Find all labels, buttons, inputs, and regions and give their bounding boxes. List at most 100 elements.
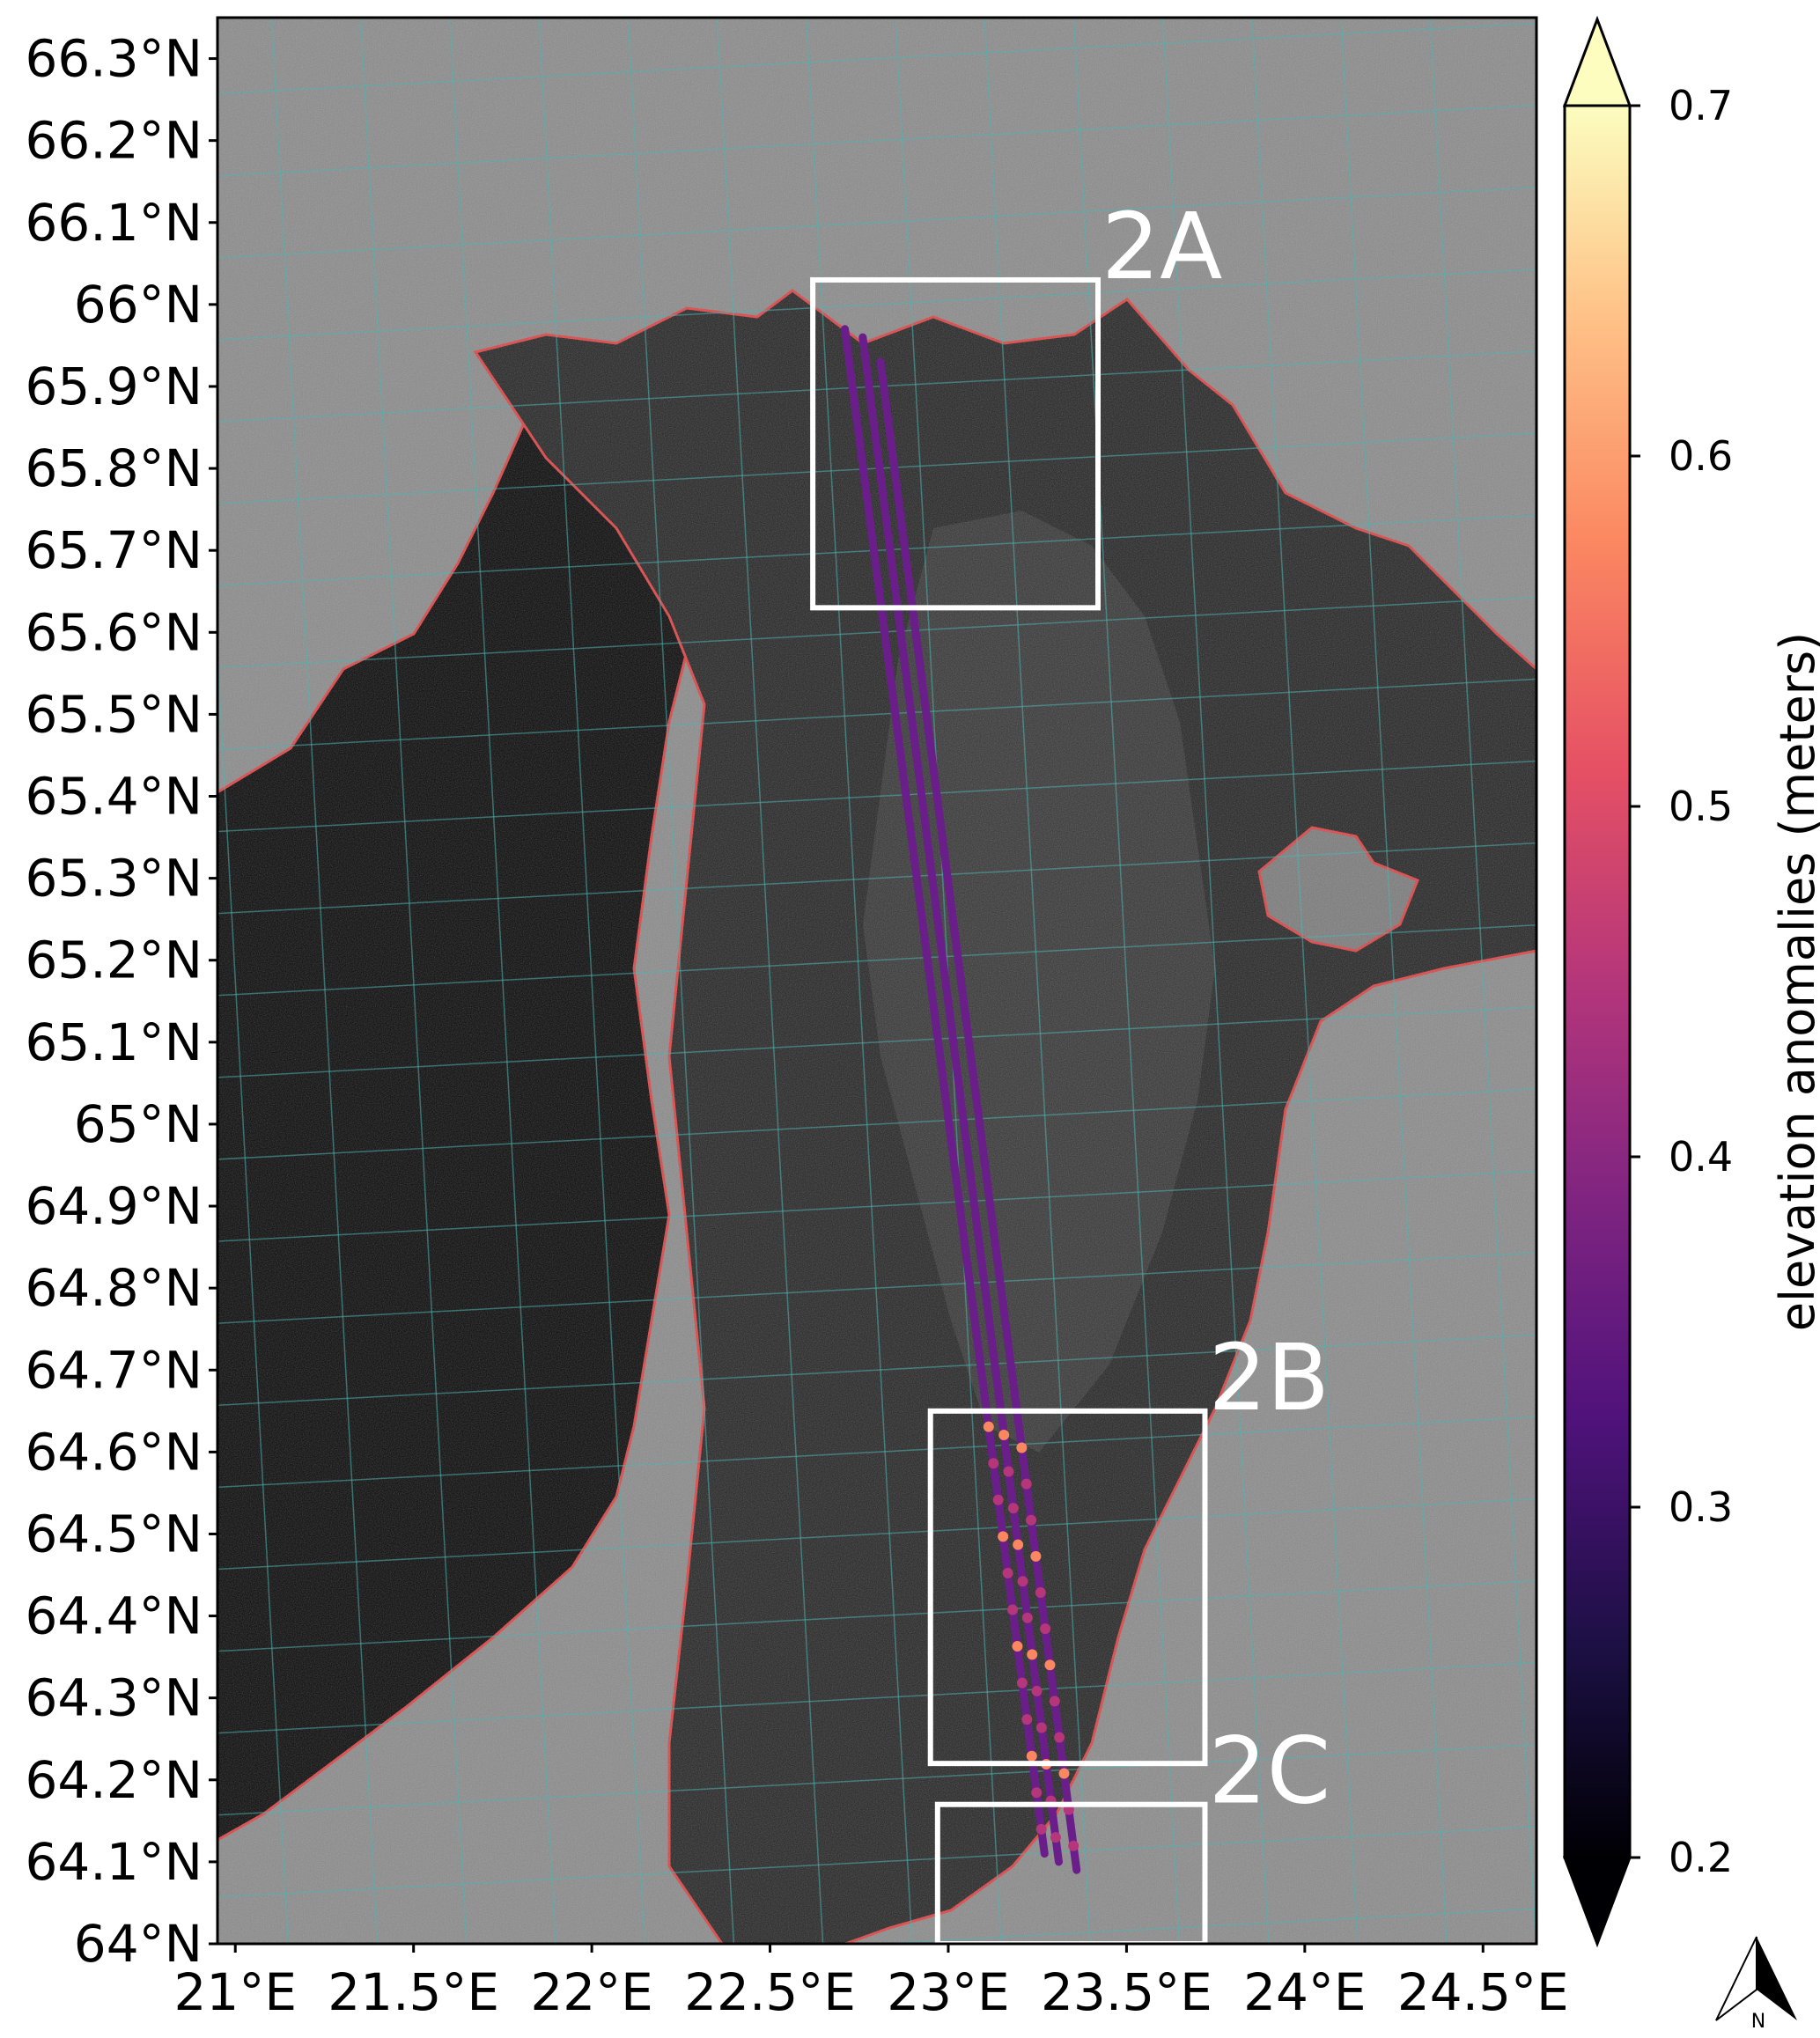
study-box-2c (934, 1801, 1208, 1944)
lat-tick-label: 64.1°N (25, 1832, 203, 1892)
graticule-parallel (217, 1088, 1536, 1160)
graticule-parallel (217, 104, 1536, 177)
graticule-parallel (217, 0, 1536, 11)
graticule-meridian (270, 18, 379, 1944)
altimetry-tracks (841, 325, 1081, 1874)
lat-tick-label: 64.8°N (25, 1258, 203, 1318)
lon-tick-label: 24°E (1243, 1962, 1366, 2022)
track-anomaly-point (1026, 1750, 1037, 1762)
graticule-parallel (217, 1006, 1536, 1078)
graticule-meridian (1251, 18, 1359, 1944)
lat-tick-label: 66°N (74, 275, 203, 335)
lon-tick-label: 21.5°E (328, 1962, 499, 2022)
track-anomaly-point (1002, 1567, 1013, 1578)
lat-tick-label: 66.1°N (25, 193, 203, 253)
lat-tick-label: 65.7°N (25, 520, 203, 580)
study-box-2a (810, 276, 1102, 611)
lat-tick-label: 64.4°N (25, 1586, 203, 1646)
graticule-meridian (538, 18, 645, 1944)
north-arrow-icon: N (1715, 1936, 1797, 2033)
colorbar-tick-label: 0.7 (1669, 82, 1733, 129)
graticule-parallel (217, 1334, 1536, 1407)
graticule-parallel (217, 1416, 1536, 1489)
lon-tick-label: 22°E (530, 1962, 652, 2022)
track-anomaly-point (1007, 1604, 1019, 1615)
graticule-meridian (806, 18, 913, 1944)
track-anomaly-point (1068, 1840, 1079, 1851)
graticule-meridian (1429, 18, 1536, 1944)
track-anomaly-point (998, 1531, 1009, 1542)
texture (217, 18, 1536, 1944)
track-anomaly-point (1021, 1612, 1033, 1623)
track-anomaly-point (1058, 1768, 1070, 1779)
graticule-meridian (984, 18, 1091, 1944)
lat-tick-label: 66.3°N (25, 29, 203, 89)
lat-tick-label: 65.9°N (25, 357, 203, 416)
lat-tick-label: 64°N (74, 1914, 203, 1974)
track-anomaly-point (1013, 1539, 1024, 1550)
lon-tick-label: 22.5°E (684, 1962, 856, 2022)
lon-tick-label: 23°E (887, 1962, 1009, 2022)
graticule-parallel (217, 1170, 1536, 1242)
track-anomaly-point (1035, 1823, 1047, 1835)
graticule-parallel (217, 1579, 1536, 1652)
lat-tick-label: 66.2°N (25, 111, 203, 171)
track-anomaly-point (1016, 1442, 1028, 1453)
graticule-parallel (217, 1661, 1536, 1734)
lat-tick-label: 65.2°N (25, 931, 203, 990)
lat-tick-label: 65.5°N (25, 684, 203, 744)
graticule-meridian (1072, 18, 1181, 1944)
track-anomaly-point (1050, 1832, 1061, 1843)
lon-tick-label: 23.5°E (1041, 1962, 1212, 2022)
track-anomaly-point (1016, 1677, 1028, 1689)
track-anomaly-point (1040, 1623, 1051, 1635)
track-anomaly-point (1012, 1641, 1023, 1652)
track-anomaly-point (1027, 1649, 1038, 1660)
graticule-parallel (217, 1252, 1536, 1324)
graticule-parallel (217, 678, 1536, 751)
north-arrow-label: N (1751, 2011, 1765, 2033)
graticule-parallel (217, 842, 1536, 915)
lat-tick-label: 64.6°N (25, 1422, 203, 1482)
study-box-2b (927, 1408, 1208, 1767)
colorbar-extend-min (1562, 1856, 1632, 1948)
longitude-axis: 21°E 21.5°E 22°E 22.5°E 23°E 23.5°E 24°E 24.5°E (174, 1944, 1569, 2022)
lon-tick-label: 21°E (174, 1962, 297, 2022)
track-anomaly-point (983, 1421, 994, 1432)
lat-tick-label: 64.3°N (25, 1668, 203, 1728)
graticule-parallel (217, 1497, 1536, 1571)
track-anomaly-point (1049, 1696, 1060, 1707)
graticule-meridian (716, 18, 824, 1944)
colorbar-ticks: 0.2 0.3 0.4 0.5 0.6 0.7 (1630, 82, 1733, 1881)
graticule-parallel (217, 596, 1536, 669)
track-anomaly-point (1031, 1685, 1043, 1696)
map-frame (216, 16, 1538, 1946)
lat-tick-label: 65.8°N (25, 438, 203, 498)
lat-tick-label: 64.2°N (25, 1750, 203, 1810)
lat-tick-label: 65.3°N (25, 849, 203, 909)
latitude-axis: 66.3°N 66.2°N 66.1°N 66°N 65.9°N 65.8°N 65.7°N… (25, 29, 217, 1974)
graticule-parallel (217, 350, 1536, 423)
track-anomaly-point (1017, 1576, 1028, 1587)
graticule-meridian (217, 644, 289, 1944)
graticule-meridian (1340, 18, 1448, 1944)
graticule-meridian (359, 18, 468, 1944)
track-anomaly-point (1026, 1514, 1037, 1526)
colorbar: 0.2 0.3 0.4 0.5 0.6 0.7 elevation anomalies (… (1562, 15, 1820, 1948)
colorbar-tick-label: 0.5 (1669, 783, 1733, 830)
lat-tick-label: 65°N (74, 1094, 203, 1154)
graticule-parallel (217, 1744, 1536, 1816)
lat-tick-label: 65.4°N (25, 767, 203, 827)
colorbar-extend-max (1562, 15, 1632, 107)
altimetry-track (858, 333, 1063, 1866)
graticule-parallel (217, 760, 1536, 833)
lat-tick-label: 65.1°N (25, 1012, 203, 1072)
lat-tick-label: 64.7°N (25, 1340, 203, 1400)
track-anomaly-point (1044, 1659, 1056, 1671)
lat-tick-label: 64.9°N (25, 1176, 203, 1236)
track-anomaly-point (1035, 1722, 1047, 1733)
track-anomaly-point (1021, 1478, 1032, 1490)
track-anomaly-point (1035, 1586, 1046, 1598)
colorbar-tick-label: 0.6 (1669, 432, 1733, 480)
map-panel (217, 0, 1536, 1944)
